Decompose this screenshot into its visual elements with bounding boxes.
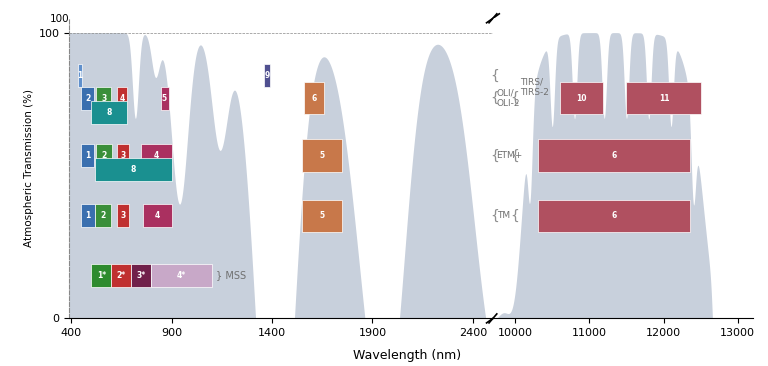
FancyBboxPatch shape — [141, 144, 171, 167]
FancyBboxPatch shape — [111, 264, 131, 287]
Text: 6: 6 — [611, 151, 617, 160]
FancyBboxPatch shape — [302, 139, 343, 172]
Text: 1: 1 — [77, 71, 82, 80]
Text: 100: 100 — [49, 14, 69, 24]
Text: {: { — [490, 68, 499, 82]
Text: 1: 1 — [85, 211, 91, 220]
Text: } MSS: } MSS — [216, 270, 246, 281]
Text: 2*: 2* — [117, 271, 126, 280]
FancyBboxPatch shape — [81, 204, 95, 227]
Y-axis label: Atmospheric Transmission (%): Atmospheric Transmission (%) — [25, 89, 35, 247]
Text: 4*: 4* — [177, 271, 186, 280]
Text: 2: 2 — [85, 94, 91, 103]
FancyBboxPatch shape — [91, 101, 127, 124]
Text: {: { — [511, 149, 520, 163]
FancyBboxPatch shape — [161, 87, 168, 110]
FancyBboxPatch shape — [81, 87, 94, 110]
FancyBboxPatch shape — [304, 82, 324, 114]
FancyBboxPatch shape — [96, 87, 111, 110]
FancyBboxPatch shape — [96, 144, 112, 167]
FancyBboxPatch shape — [131, 264, 151, 287]
Text: 3*: 3* — [137, 271, 146, 280]
Text: Wavelength (nm): Wavelength (nm) — [353, 349, 461, 362]
FancyBboxPatch shape — [95, 204, 111, 227]
FancyBboxPatch shape — [627, 82, 701, 114]
FancyBboxPatch shape — [118, 204, 129, 227]
FancyBboxPatch shape — [264, 64, 270, 87]
Text: 4: 4 — [155, 211, 160, 220]
Text: 11: 11 — [659, 94, 669, 103]
FancyBboxPatch shape — [81, 144, 94, 167]
Text: 1: 1 — [85, 151, 91, 160]
Text: 6: 6 — [611, 211, 617, 220]
Text: {: { — [511, 92, 520, 105]
FancyBboxPatch shape — [538, 139, 690, 172]
Text: {: { — [511, 209, 520, 223]
FancyBboxPatch shape — [91, 264, 111, 287]
FancyBboxPatch shape — [302, 199, 343, 232]
Text: 4: 4 — [120, 94, 125, 103]
Text: {: { — [490, 92, 499, 105]
Text: 2: 2 — [101, 211, 106, 220]
Text: 3: 3 — [121, 151, 126, 160]
Text: 1*: 1* — [97, 271, 106, 280]
Text: ETM+: ETM+ — [497, 151, 523, 160]
Text: 5: 5 — [319, 211, 325, 220]
Text: 3: 3 — [121, 211, 126, 220]
Text: {: { — [490, 149, 499, 163]
Text: 5: 5 — [319, 151, 325, 160]
Text: 9: 9 — [264, 71, 270, 80]
FancyBboxPatch shape — [151, 264, 212, 287]
Text: 2: 2 — [101, 151, 107, 160]
Text: 10: 10 — [576, 94, 587, 103]
Text: 8: 8 — [131, 165, 136, 174]
Text: 3: 3 — [101, 94, 107, 103]
FancyBboxPatch shape — [78, 64, 81, 87]
Text: 5: 5 — [162, 94, 167, 103]
Text: 6: 6 — [312, 94, 316, 103]
FancyBboxPatch shape — [95, 158, 171, 181]
Text: TIRS/
TIRS-2: TIRS/ TIRS-2 — [520, 77, 548, 97]
Text: OLI/
OLI-2: OLI/ OLI-2 — [497, 89, 520, 108]
FancyBboxPatch shape — [538, 199, 690, 232]
Text: TM: TM — [497, 211, 510, 220]
Text: 8: 8 — [107, 108, 112, 117]
FancyBboxPatch shape — [118, 87, 127, 110]
Text: {: { — [490, 209, 499, 223]
Text: 4: 4 — [154, 151, 159, 160]
FancyBboxPatch shape — [144, 204, 171, 227]
FancyBboxPatch shape — [560, 82, 604, 114]
FancyBboxPatch shape — [118, 144, 129, 167]
